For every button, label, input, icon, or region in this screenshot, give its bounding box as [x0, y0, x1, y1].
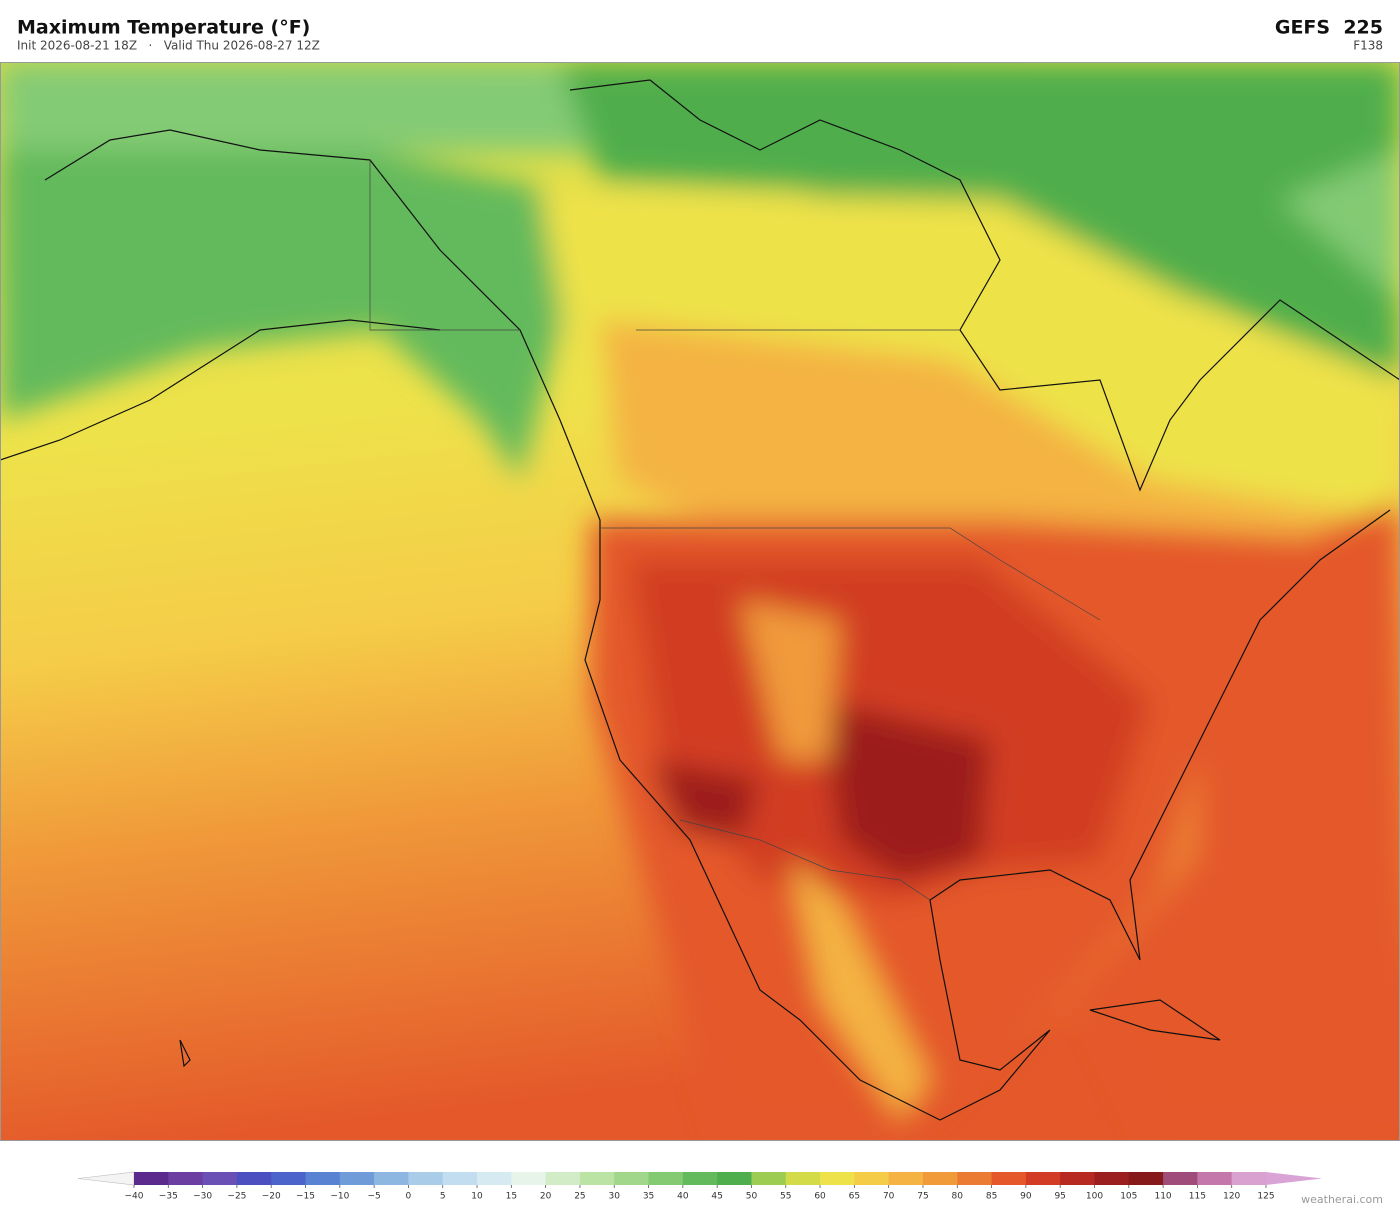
- tick-label: 80: [952, 1192, 964, 1202]
- colorbar-over: [1266, 1172, 1322, 1185]
- color-swatch: [442, 1172, 478, 1185]
- tick-label: 65: [849, 1192, 860, 1202]
- color-swatch: [854, 1172, 890, 1185]
- color-swatch: [236, 1172, 272, 1185]
- tick-label: 95: [1054, 1192, 1065, 1202]
- subtitle: Init 2026-08-21 18Z · Valid Thu 2026-08-…: [17, 39, 320, 53]
- forecast-hour: F138: [1353, 39, 1383, 53]
- color-swatch: [477, 1172, 512, 1185]
- color-swatch: [614, 1172, 650, 1185]
- tick-label: 15: [506, 1192, 517, 1202]
- color-swatch: [888, 1172, 924, 1185]
- color-swatch: [1128, 1172, 1164, 1185]
- tick-label: 115: [1189, 1192, 1206, 1202]
- color-swatch: [991, 1172, 1027, 1185]
- tick-label: 30: [609, 1192, 621, 1202]
- tick-label: 45: [711, 1192, 722, 1202]
- tick-label: 85: [986, 1192, 997, 1202]
- tick-label: −10: [330, 1192, 349, 1202]
- tick-label: 35: [643, 1192, 654, 1202]
- tick-label: 20: [540, 1192, 552, 1202]
- tick-label: 40: [677, 1192, 689, 1202]
- tick-label: 0: [406, 1192, 412, 1202]
- temperature-field: [0, 62, 1400, 1141]
- color-swatch: [922, 1172, 958, 1185]
- color-swatch: [305, 1172, 341, 1185]
- tick-label: 75: [917, 1192, 928, 1202]
- tick-label: 100: [1086, 1192, 1103, 1202]
- tick-label: 105: [1120, 1192, 1137, 1202]
- colorbar: −40 −35 −30 −25 −20 −15 −10 −5 0 5 10 15 20 25 30 35 40 4…: [77, 1171, 1322, 1202]
- model-label: GEFS 225: [1275, 17, 1383, 39]
- tick-label: 25: [574, 1192, 585, 1202]
- color-swatch: [751, 1172, 787, 1185]
- tick-label: 55: [780, 1192, 791, 1202]
- title: Maximum Temperature (°F): [17, 17, 310, 39]
- color-swatch: [408, 1172, 444, 1185]
- color-swatch: [1231, 1172, 1267, 1185]
- tick-label: 70: [883, 1192, 895, 1202]
- tick-label: 5: [440, 1192, 446, 1202]
- color-swatch: [1163, 1172, 1198, 1185]
- color-swatch: [717, 1172, 752, 1185]
- color-swatch: [134, 1172, 169, 1185]
- borders: [369, 160, 1101, 901]
- tick-label: 90: [1020, 1192, 1032, 1202]
- tick-label: −15: [296, 1192, 315, 1202]
- color-swatch: [957, 1172, 993, 1185]
- color-swatch: [579, 1172, 615, 1185]
- color-swatch: [168, 1172, 204, 1185]
- tick-label: −5: [367, 1192, 380, 1202]
- tick-label: −35: [159, 1192, 178, 1202]
- color-swatch: [785, 1172, 821, 1185]
- map: [0, 62, 1400, 1141]
- color-swatch: [682, 1172, 718, 1185]
- tick-label: 60: [814, 1192, 826, 1202]
- color-swatch: [1197, 1172, 1233, 1185]
- tick-label: 125: [1257, 1192, 1274, 1202]
- color-swatch: [271, 1172, 307, 1185]
- tick-label: −30: [193, 1192, 212, 1202]
- tick-label: 120: [1223, 1192, 1240, 1202]
- color-swatch: [374, 1172, 409, 1185]
- tick-label: −20: [262, 1192, 281, 1202]
- tick-label: 110: [1154, 1192, 1171, 1202]
- color-swatch: [511, 1172, 547, 1185]
- tick-label: 10: [471, 1192, 483, 1202]
- tick-label: 50: [746, 1192, 758, 1202]
- color-swatch: [1025, 1172, 1061, 1185]
- color-swatch: [820, 1172, 855, 1185]
- color-swatch: [1094, 1172, 1130, 1185]
- color-swatch: [339, 1172, 375, 1185]
- color-swatch: [648, 1172, 684, 1185]
- colorbar-under: [77, 1171, 135, 1186]
- tick-label: −25: [227, 1192, 246, 1202]
- color-swatch: [202, 1172, 238, 1185]
- color-swatch: [1060, 1172, 1095, 1185]
- color-swatch: [545, 1172, 581, 1185]
- tick-label: −40: [125, 1192, 144, 1202]
- credit: weatherai.com: [1301, 1193, 1383, 1206]
